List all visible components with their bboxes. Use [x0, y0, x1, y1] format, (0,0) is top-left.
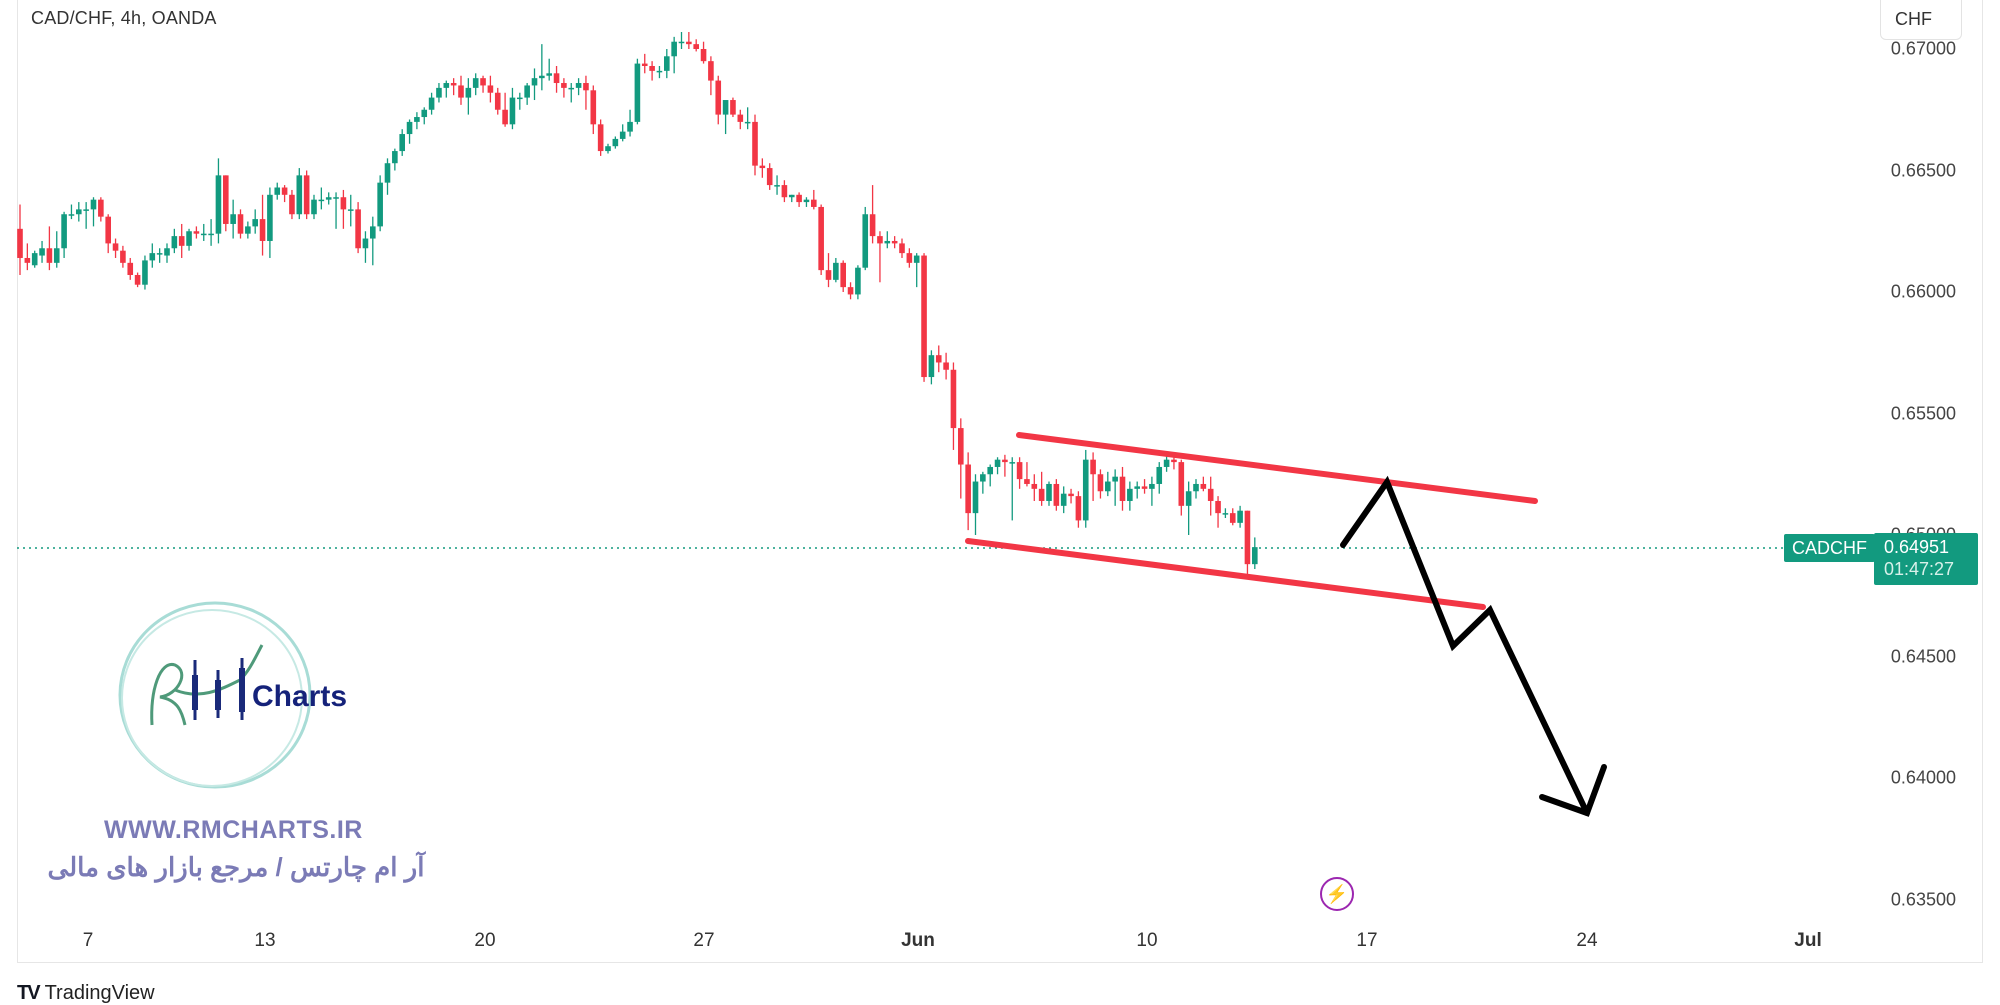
price-axis-label: 0.66500	[1890, 160, 1956, 180]
price-axis-label: 0.64000	[1890, 767, 1956, 788]
arrowhead-icon	[1539, 764, 1607, 817]
time-axis-label: 10	[1136, 930, 1158, 951]
currency-button[interactable]: CHF	[1880, 0, 1962, 40]
tradingview-brand: TradingView	[44, 982, 155, 1004]
last-price-tag: 0.64951 01:47:27	[1874, 533, 1978, 585]
time-axis-label: 17	[1356, 930, 1378, 951]
time-axis-label: 27	[693, 930, 715, 951]
watermark-tagline: آر ام چارتس / مرجع بازار های مالی	[47, 852, 425, 882]
price-axis-label: 0.67000	[1890, 38, 1956, 59]
channel-lower-line[interactable]	[965, 538, 1486, 610]
symbol-tag: CADCHF	[1784, 534, 1875, 562]
chart-frame	[17, 0, 1983, 963]
lightning-icon[interactable]: ⚡	[1320, 877, 1354, 911]
tradingview-footer[interactable]: TV TradingView	[17, 982, 155, 1005]
rmcharts-logo: Charts	[118, 601, 347, 789]
last-price-value: 0.64951	[1884, 537, 1950, 557]
price-axis-label: 0.66000	[1890, 281, 1956, 302]
watermark-url: WWW.RMCHARTS.IR	[104, 816, 363, 844]
channel-upper-line[interactable]	[1016, 432, 1538, 504]
time-axis-label: 7	[82, 930, 94, 951]
symbol-title: CAD/CHF, 4h, OANDA	[31, 8, 217, 28]
price-axis-label: 0.63500	[1890, 889, 1956, 909]
time-axis-label: Jun	[901, 930, 935, 951]
time-axis-label: Jul	[1794, 930, 1822, 951]
time-axis-label: 13	[254, 930, 276, 951]
tradingview-logo-icon: TV	[17, 982, 41, 1004]
time-axis-label: 20	[474, 930, 496, 951]
candlestick-series	[17, 31, 1258, 577]
svg-text:Charts: Charts	[252, 680, 347, 713]
price-axis-label: 0.64500	[1890, 646, 1956, 666]
time-axis-label: 24	[1576, 930, 1598, 951]
projection-path[interactable]	[1340, 475, 1590, 816]
price-axis-label: 0.65500	[1890, 403, 1956, 423]
bar-countdown: 01:47:27	[1884, 559, 1955, 579]
